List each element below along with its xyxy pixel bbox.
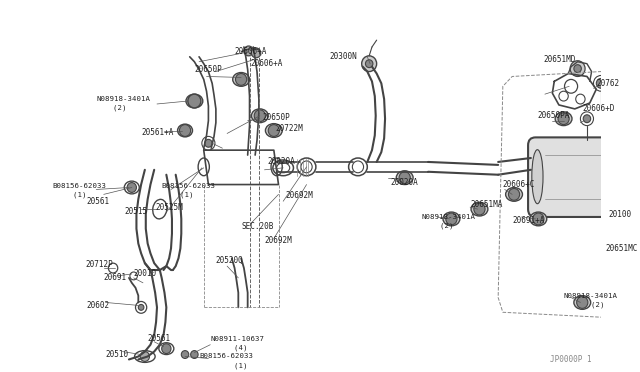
Text: 20691: 20691 bbox=[104, 273, 127, 282]
Circle shape bbox=[179, 125, 191, 137]
Text: 20515: 20515 bbox=[124, 206, 147, 216]
Circle shape bbox=[532, 213, 544, 225]
Text: 20561: 20561 bbox=[148, 334, 171, 343]
Circle shape bbox=[614, 209, 629, 225]
Text: 20606+C: 20606+C bbox=[503, 180, 535, 189]
Text: SEC.20B: SEC.20B bbox=[241, 222, 273, 231]
Text: 20650PA: 20650PA bbox=[538, 111, 570, 120]
FancyBboxPatch shape bbox=[528, 137, 627, 217]
Text: 20762: 20762 bbox=[596, 79, 620, 88]
Ellipse shape bbox=[233, 73, 250, 86]
Ellipse shape bbox=[396, 171, 413, 185]
Text: (1): (1) bbox=[207, 362, 247, 369]
Text: 20561: 20561 bbox=[87, 197, 110, 206]
Text: (1): (1) bbox=[171, 191, 193, 198]
Circle shape bbox=[474, 203, 485, 215]
Text: N08918-3401A: N08918-3401A bbox=[564, 292, 618, 299]
Text: N08918-3401A: N08918-3401A bbox=[422, 214, 476, 220]
Circle shape bbox=[188, 94, 201, 108]
Text: 20010: 20010 bbox=[134, 269, 157, 279]
Text: 20651MD: 20651MD bbox=[543, 55, 575, 64]
Text: 20650P: 20650P bbox=[262, 113, 291, 122]
Ellipse shape bbox=[555, 112, 572, 126]
Circle shape bbox=[596, 78, 605, 88]
Ellipse shape bbox=[532, 150, 543, 204]
Circle shape bbox=[236, 74, 247, 85]
Text: JP0000P 1: JP0000P 1 bbox=[550, 355, 591, 364]
Circle shape bbox=[191, 350, 198, 359]
Ellipse shape bbox=[471, 202, 488, 216]
Ellipse shape bbox=[530, 212, 547, 226]
Circle shape bbox=[244, 46, 253, 56]
Circle shape bbox=[508, 189, 520, 200]
Text: 20692M: 20692M bbox=[285, 191, 313, 200]
Circle shape bbox=[399, 172, 410, 183]
Circle shape bbox=[583, 115, 591, 123]
Text: 20606+A: 20606+A bbox=[250, 59, 283, 68]
Text: 20020A: 20020A bbox=[268, 157, 295, 166]
Text: 20606+D: 20606+D bbox=[582, 105, 614, 113]
Text: 20300N: 20300N bbox=[330, 52, 358, 61]
Ellipse shape bbox=[177, 124, 193, 137]
Circle shape bbox=[365, 60, 373, 68]
Text: 20691+A: 20691+A bbox=[512, 217, 545, 225]
Text: N08911-10637: N08911-10637 bbox=[211, 336, 264, 342]
Circle shape bbox=[268, 125, 280, 137]
Text: 20561+A: 20561+A bbox=[141, 128, 173, 137]
Circle shape bbox=[558, 113, 569, 125]
Ellipse shape bbox=[574, 296, 591, 310]
Text: (2): (2) bbox=[104, 105, 126, 111]
Text: 20651MC: 20651MC bbox=[605, 244, 638, 253]
Text: 20525M: 20525M bbox=[155, 203, 183, 212]
Circle shape bbox=[140, 352, 150, 362]
Text: 20100: 20100 bbox=[609, 209, 632, 218]
Text: (4): (4) bbox=[216, 344, 248, 351]
Ellipse shape bbox=[443, 212, 460, 226]
Ellipse shape bbox=[252, 109, 268, 123]
Text: B08156-62033: B08156-62033 bbox=[162, 183, 216, 189]
Circle shape bbox=[162, 344, 171, 353]
Text: 20520Q: 20520Q bbox=[216, 256, 244, 265]
Text: (2): (2) bbox=[573, 301, 604, 308]
Text: (1): (1) bbox=[63, 191, 86, 198]
Circle shape bbox=[612, 241, 623, 252]
Text: 20722M: 20722M bbox=[276, 124, 303, 133]
Ellipse shape bbox=[612, 150, 623, 204]
Text: 20606+A: 20606+A bbox=[235, 47, 267, 57]
Text: 20651MA: 20651MA bbox=[470, 200, 502, 209]
Circle shape bbox=[205, 140, 212, 147]
Circle shape bbox=[127, 183, 136, 192]
Circle shape bbox=[254, 110, 266, 122]
Text: 20692M: 20692M bbox=[264, 236, 292, 245]
Text: 20650P: 20650P bbox=[195, 65, 222, 74]
Circle shape bbox=[618, 213, 625, 221]
Text: B08156-62033: B08156-62033 bbox=[52, 183, 106, 189]
Text: N08918-3401A: N08918-3401A bbox=[96, 96, 150, 102]
Text: 20510: 20510 bbox=[106, 350, 129, 359]
Circle shape bbox=[362, 56, 377, 71]
Text: B08156-62033: B08156-62033 bbox=[199, 353, 253, 359]
Circle shape bbox=[252, 48, 260, 58]
Text: 20020A: 20020A bbox=[390, 178, 419, 187]
Ellipse shape bbox=[266, 124, 282, 137]
Circle shape bbox=[181, 350, 189, 359]
Ellipse shape bbox=[506, 187, 522, 201]
Circle shape bbox=[577, 296, 588, 308]
Text: 20712P: 20712P bbox=[85, 260, 113, 269]
Circle shape bbox=[138, 304, 144, 310]
Circle shape bbox=[574, 65, 581, 73]
Circle shape bbox=[570, 61, 585, 77]
Text: (2): (2) bbox=[431, 222, 453, 229]
Ellipse shape bbox=[609, 240, 626, 253]
Circle shape bbox=[446, 213, 457, 225]
Ellipse shape bbox=[186, 94, 203, 108]
Text: 20602: 20602 bbox=[87, 301, 110, 310]
